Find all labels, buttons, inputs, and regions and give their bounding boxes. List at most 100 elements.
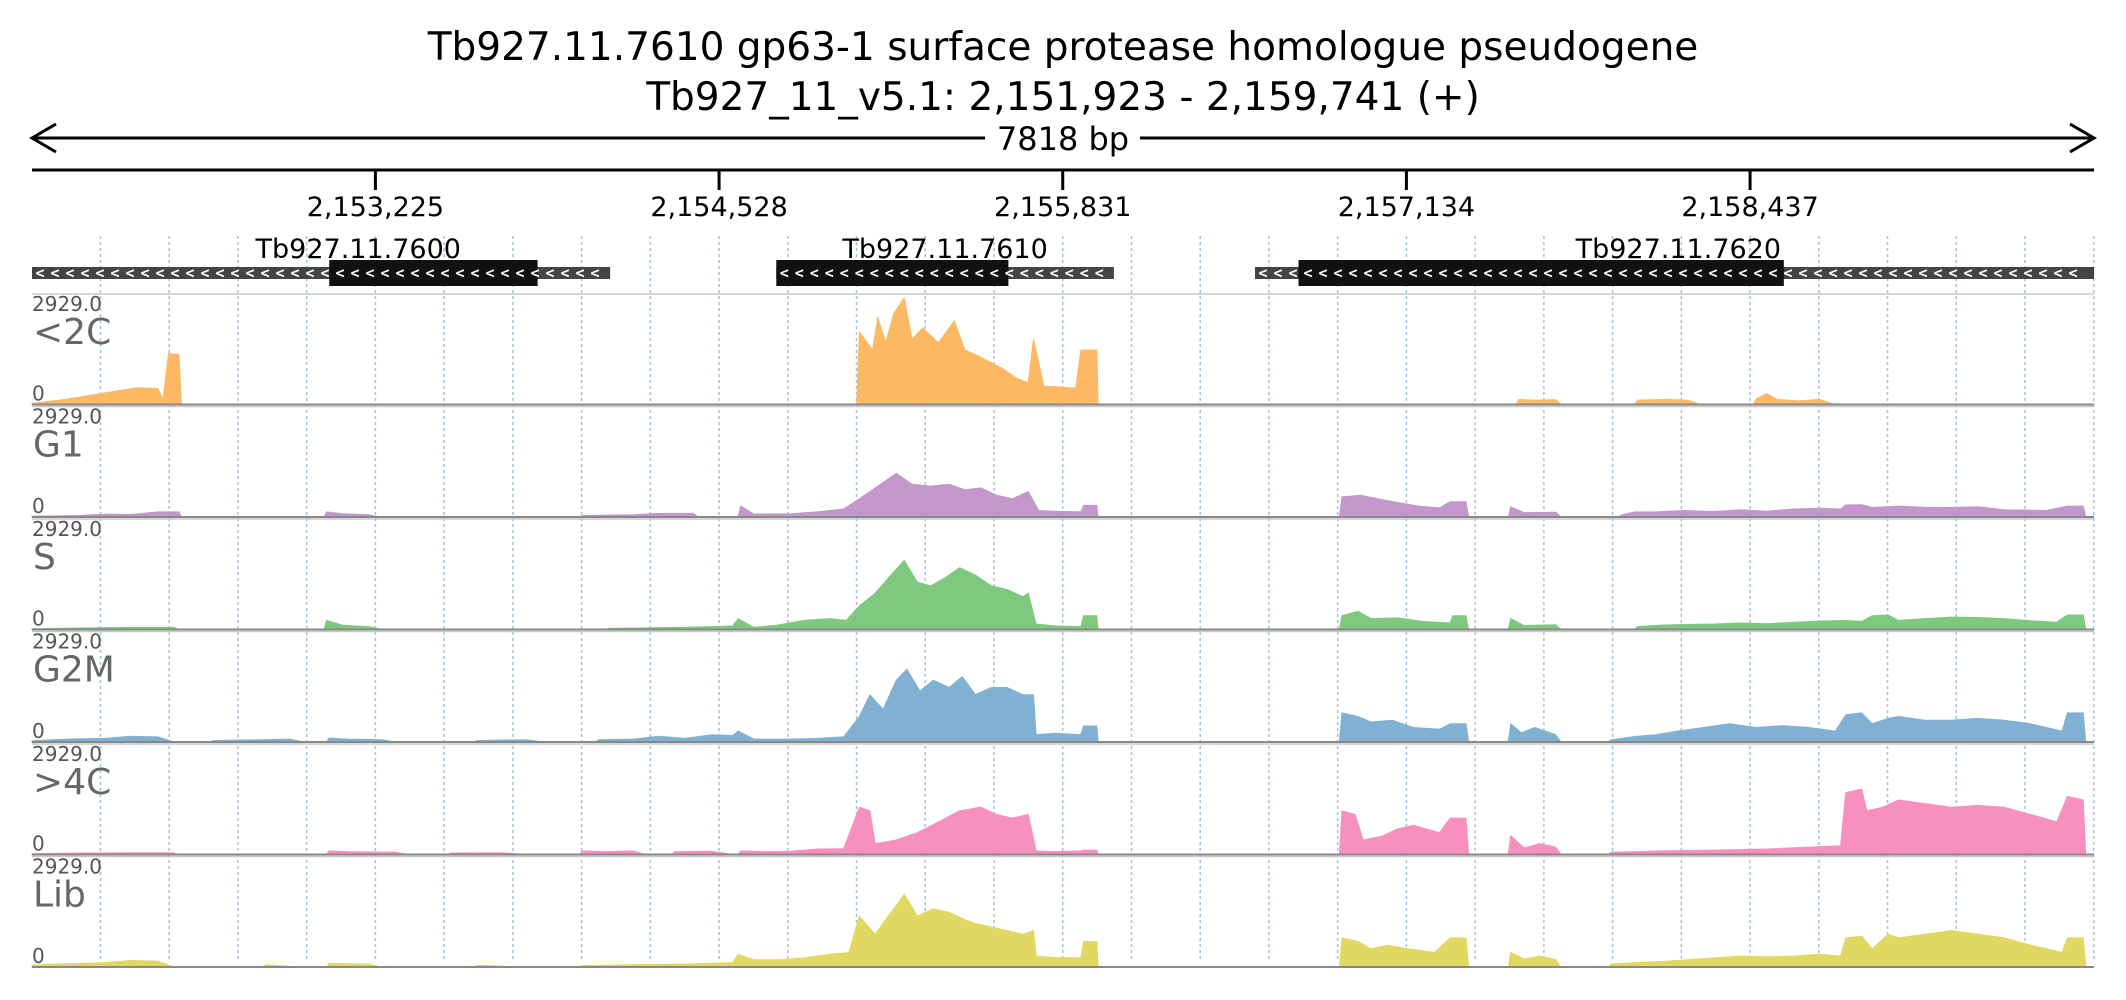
strand-chevron-icon: < bbox=[365, 264, 374, 282]
track-max-label: 2929.0 bbox=[32, 292, 102, 316]
strand-chevron-icon: < bbox=[1273, 264, 1282, 282]
strand-chevron-icon: < bbox=[230, 264, 239, 282]
strand-chevron-icon: < bbox=[185, 264, 194, 282]
strand-chevron-icon: < bbox=[275, 264, 284, 282]
strand-chevron-icon: < bbox=[1648, 264, 1657, 282]
strand-chevron-icon: < bbox=[215, 264, 224, 282]
track-name-label: S bbox=[33, 537, 56, 578]
strand-chevron-icon: < bbox=[1633, 264, 1642, 282]
x-tick-label: 2,154,528 bbox=[650, 192, 787, 223]
track-max-label: 2929.0 bbox=[32, 517, 102, 541]
strand-chevron-icon: < bbox=[840, 264, 849, 282]
gene-Tb927.11.7600[interactable]: < < < < < < < < < < < < < < < < < < < < < < < < < < < < < < < < < < < < < <Tb… bbox=[32, 234, 611, 286]
span-length-label: 7818 bp bbox=[997, 120, 1129, 158]
track-name-label: <2C bbox=[33, 312, 111, 353]
strand-chevron-icon: < bbox=[245, 264, 254, 282]
track-zero-label: 0 bbox=[32, 382, 45, 406]
strand-chevron-icon: < bbox=[470, 264, 479, 282]
strand-chevron-icon: < bbox=[2053, 264, 2062, 282]
strand-chevron-icon: < bbox=[1288, 264, 1297, 282]
strand-chevron-icon: < bbox=[200, 264, 209, 282]
x-tick-label: 2,155,831 bbox=[994, 192, 1131, 223]
gene-cds-bar bbox=[776, 260, 1009, 286]
vertical-gridlines bbox=[99, 236, 2095, 962]
strand-chevron-icon: < bbox=[1933, 264, 1942, 282]
track-2: 2929.0 0 S bbox=[31, 517, 2094, 631]
strand-chevron-icon: < bbox=[1693, 264, 1702, 282]
strand-chevron-icon: < bbox=[1348, 264, 1357, 282]
strand-chevron-icon: < bbox=[1408, 264, 1417, 282]
strand-chevron-icon: < bbox=[975, 264, 984, 282]
strand-chevron-icon: < bbox=[1828, 264, 1837, 282]
strand-chevron-icon: < bbox=[35, 264, 44, 282]
track-zero-label: 0 bbox=[32, 607, 45, 631]
strand-chevron-icon: < bbox=[2068, 264, 2077, 282]
strand-chevron-icon: < bbox=[485, 264, 494, 282]
strand-chevron-icon: < bbox=[1843, 264, 1852, 282]
strand-chevron-icon: < bbox=[1903, 264, 1912, 282]
strand-chevron-icon: < bbox=[1768, 264, 1777, 282]
strand-chevron-icon: < bbox=[305, 264, 314, 282]
strand-chevron-icon: < bbox=[455, 264, 464, 282]
coverage-tracks: 2929.00<2C2929.00G12929.00S2929.00G2M292… bbox=[31, 292, 2094, 968]
strand-chevron-icon: < bbox=[290, 264, 299, 282]
strand-chevron-icon: < bbox=[960, 264, 969, 282]
strand-chevron-icon: < bbox=[915, 264, 924, 282]
gene-cds-bar bbox=[1298, 260, 1784, 286]
coverage-area bbox=[31, 472, 2087, 518]
strand-chevron-icon: < bbox=[1498, 264, 1507, 282]
strand-chevron-icon: < bbox=[855, 264, 864, 282]
strand-chevron-icon: < bbox=[885, 264, 894, 282]
strand-chevron-icon: < bbox=[1468, 264, 1477, 282]
strand-chevron-icon: < bbox=[2038, 264, 2047, 282]
strand-chevron-icon: < bbox=[170, 264, 179, 282]
strand-chevron-icon: < bbox=[1543, 264, 1552, 282]
x-tick-label: 2,153,225 bbox=[307, 192, 444, 223]
span-arrowhead-left-icon bbox=[29, 122, 57, 154]
chart-subtitle: Tb927_11_v5.1: 2,151,923 - 2,159,741 (+) bbox=[645, 75, 1480, 120]
strand-chevron-icon: < bbox=[1663, 264, 1672, 282]
track-max-label: 2929.0 bbox=[32, 630, 102, 654]
strand-chevron-icon: < bbox=[530, 264, 539, 282]
x-tick-label: 2,157,134 bbox=[1338, 192, 1475, 223]
strand-chevron-icon: < bbox=[1978, 264, 1987, 282]
gene-label: Tb927.11.7600 bbox=[255, 234, 461, 265]
strand-chevron-icon: < bbox=[1393, 264, 1402, 282]
strand-chevron-icon: < bbox=[2008, 264, 2017, 282]
strand-chevron-icon: < bbox=[1080, 264, 1089, 282]
strand-chevron-icon: < bbox=[1993, 264, 2002, 282]
strand-chevron-icon: < bbox=[80, 264, 89, 282]
strand-chevron-icon: < bbox=[410, 264, 419, 282]
strand-chevron-icon: < bbox=[1558, 264, 1567, 282]
strand-chevron-icon: < bbox=[50, 264, 59, 282]
strand-chevron-icon: < bbox=[1858, 264, 1867, 282]
strand-chevron-icon: < bbox=[1603, 264, 1612, 282]
strand-chevron-icon: < bbox=[1573, 264, 1582, 282]
strand-chevron-icon: < bbox=[155, 264, 164, 282]
strand-chevron-icon: < bbox=[65, 264, 74, 282]
chart-title: Tb927.11.7610 gp63-1 surface protease ho… bbox=[427, 25, 1699, 70]
strand-chevron-icon: < bbox=[260, 264, 269, 282]
strand-chevron-icon: < bbox=[870, 264, 879, 282]
strand-chevron-icon: < bbox=[1483, 264, 1492, 282]
strand-chevron-icon: < bbox=[1438, 264, 1447, 282]
strand-chevron-icon: < bbox=[1783, 264, 1792, 282]
gene-Tb927.11.7620[interactable]: < < < < < < < < < < < < < < < < < < < < < < < < < < < < < < < < < < < < < < < <… bbox=[1255, 234, 2094, 286]
strand-chevron-icon: < bbox=[335, 264, 344, 282]
strand-chevron-icon: < bbox=[900, 264, 909, 282]
span-arrowhead-right-icon bbox=[2069, 122, 2097, 154]
track-3: 2929.0 0 G2M bbox=[31, 630, 2094, 743]
strand-chevron-icon: < bbox=[1333, 264, 1342, 282]
gene-Tb927.11.7610[interactable]: < < < < < < < < < < < < < < < < < < < < < <Tb927.11.7610 bbox=[776, 234, 1114, 286]
track-name-label: G2M bbox=[33, 650, 115, 691]
strand-chevron-icon: < bbox=[125, 264, 134, 282]
strand-chevron-icon: < bbox=[1723, 264, 1732, 282]
track-zero-label: 0 bbox=[32, 719, 45, 743]
track-max-label: 2929.0 bbox=[32, 742, 102, 766]
strand-chevron-icon: < bbox=[1798, 264, 1807, 282]
track-zero-label: 0 bbox=[32, 494, 45, 518]
strand-chevron-icon: < bbox=[1738, 264, 1747, 282]
strand-chevron-icon: < bbox=[825, 264, 834, 282]
strand-chevron-icon: < bbox=[1258, 264, 1267, 282]
